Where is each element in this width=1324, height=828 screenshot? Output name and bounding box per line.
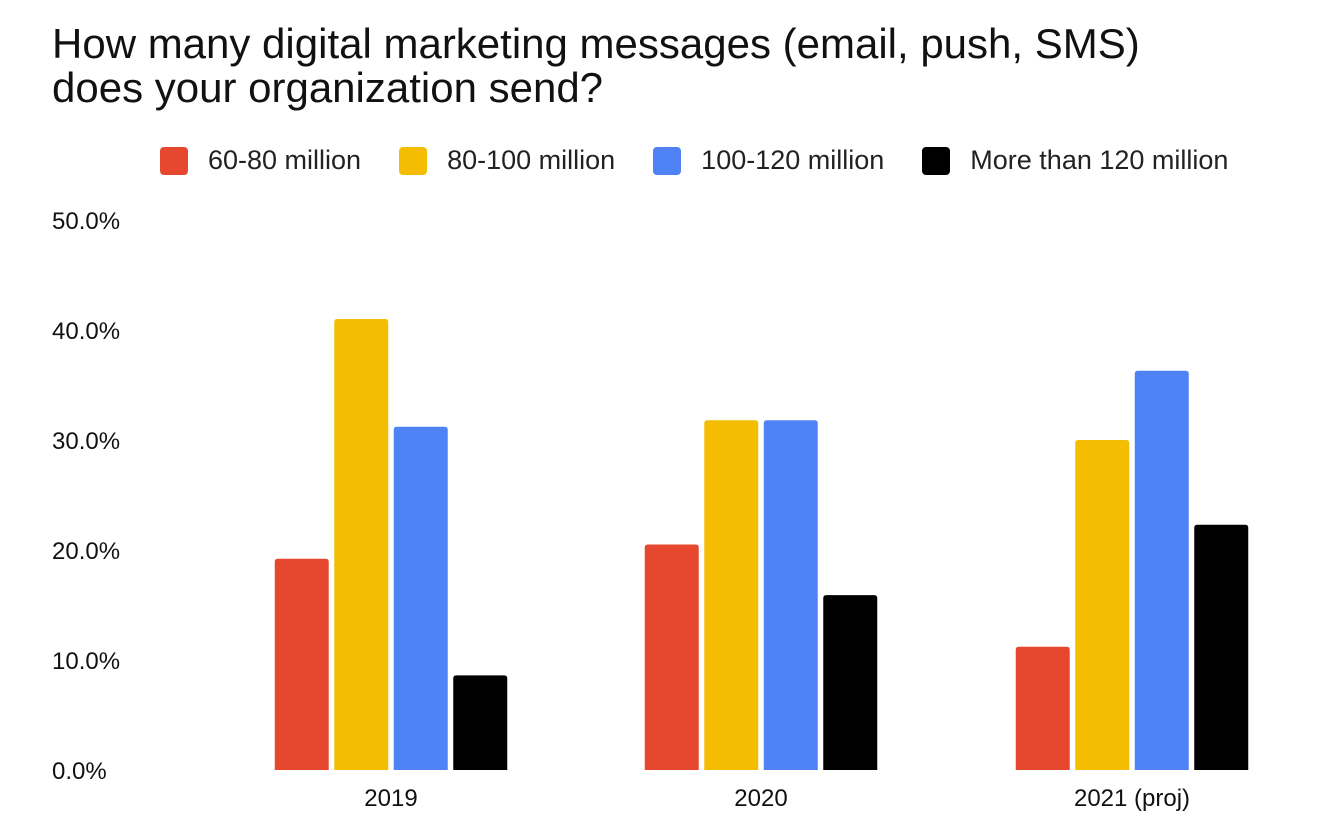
bar (334, 319, 389, 770)
y-tick-label: 10.0% (52, 648, 120, 675)
legend-item-120-plus: More than 120 million (922, 145, 1228, 176)
legend-item-80-100: 80-100 million (399, 145, 615, 176)
legend-item-100-120: 100-120 million (653, 145, 884, 176)
bar (823, 595, 878, 770)
bar (1015, 646, 1070, 770)
bar (1194, 524, 1249, 770)
chart-title-line-2: does your organization send? (52, 64, 604, 111)
legend-swatch-100-120 (653, 146, 682, 175)
legend-label-100-120: 100-120 million (701, 145, 885, 175)
chart-legend: 60-80 million 80-100 million 100-120 mil… (160, 145, 1228, 176)
bar (763, 420, 818, 770)
chart-title: How many digital marketing messages (ema… (52, 22, 1302, 110)
chart-title-line-1: How many digital marketing messages (ema… (52, 20, 1140, 67)
x-category-label: 2021 (proj) (1074, 785, 1190, 812)
legend-swatch-80-100 (399, 146, 428, 175)
bar (393, 426, 448, 770)
legend-swatch-60-80 (160, 146, 188, 175)
legend-swatch-120-plus (922, 146, 951, 175)
x-category-label: 2019 (364, 785, 417, 812)
bar (704, 420, 759, 770)
legend-item-60-80: 60-80 million (160, 145, 361, 176)
y-tick-label: 40.0% (52, 318, 120, 345)
y-tick-label: 30.0% (52, 428, 120, 455)
bar (453, 675, 508, 770)
bar (1075, 440, 1130, 770)
bar (274, 558, 329, 770)
bar (1134, 370, 1189, 770)
bar (644, 544, 699, 770)
legend-label-120-plus: More than 120 million (970, 145, 1229, 175)
y-tick-label: 0.0% (52, 758, 107, 785)
y-tick-label: 50.0% (52, 208, 120, 235)
y-tick-label: 20.0% (52, 538, 120, 565)
x-category-label: 2020 (734, 785, 787, 812)
legend-label-60-80: 60-80 million (208, 145, 362, 175)
legend-label-80-100: 80-100 million (447, 145, 616, 175)
